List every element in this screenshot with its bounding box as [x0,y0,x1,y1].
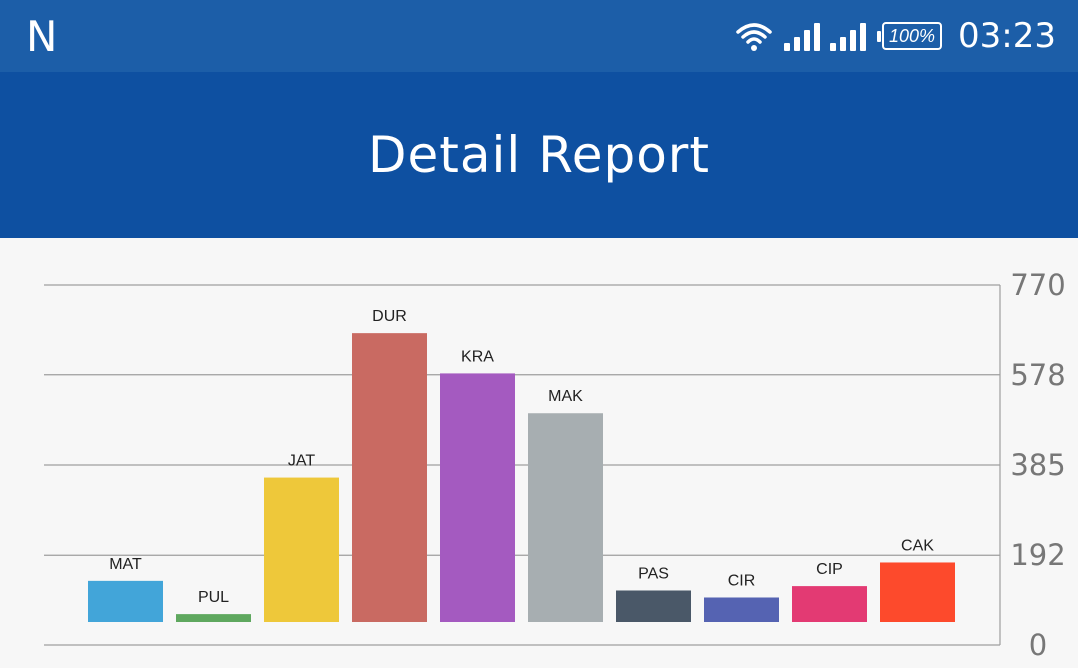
page-title: Detail Report [368,126,710,184]
status-bar: N 100% 03:23 [0,0,1078,72]
bar-label: CAK [901,537,934,554]
battery-level: 100% [888,25,936,46]
bar-pas[interactable] [616,590,691,622]
bar-jat[interactable] [264,477,339,622]
y-tick-label: 0 [1029,628,1047,662]
bar-label: MAK [548,388,583,405]
signal-icon [830,21,867,51]
y-tick-label: 770 [1010,268,1065,302]
notification-icon: N [26,12,58,61]
wifi-icon [736,23,772,51]
chart-bars: MAT PUL JAT DUR KRA MAK PAS CIR CIP CAK [88,308,955,622]
bar-label: PUL [198,589,229,606]
app-bar: Detail Report [0,72,1078,238]
bar-cak[interactable] [880,562,955,622]
bar-mak[interactable] [528,413,603,622]
bar-label: PAS [638,565,669,582]
bar-label: DUR [372,308,407,325]
y-tick-label: 192 [1010,538,1065,572]
signal-icon [784,21,821,51]
bar-pul[interactable] [176,614,251,622]
bar-label: JAT [288,453,315,470]
bar-mat[interactable] [88,580,163,622]
y-tick-label: 385 [1010,448,1065,482]
bar-label: CIP [816,561,843,578]
bar-dur[interactable] [352,333,427,622]
bar-label: CIR [728,572,756,589]
y-axis-ticks: 770 578 385 192 0 [1010,268,1065,662]
y-tick-label: 578 [1010,358,1065,392]
clock: 03:23 [958,16,1056,56]
bar-cir[interactable] [704,597,779,622]
bar-label: KRA [461,348,494,365]
status-icons: 100% 03:23 [734,16,1056,56]
battery-icon: 100% [877,22,943,50]
bar-kra[interactable] [440,373,515,622]
bar-chart: MAT PUL JAT DUR KRA MAK PAS CIR CIP CAK 770 578 385… [44,268,1066,662]
chart-grid [44,284,1001,646]
bar-cip[interactable] [792,586,867,622]
bar-label: MAT [109,556,142,573]
